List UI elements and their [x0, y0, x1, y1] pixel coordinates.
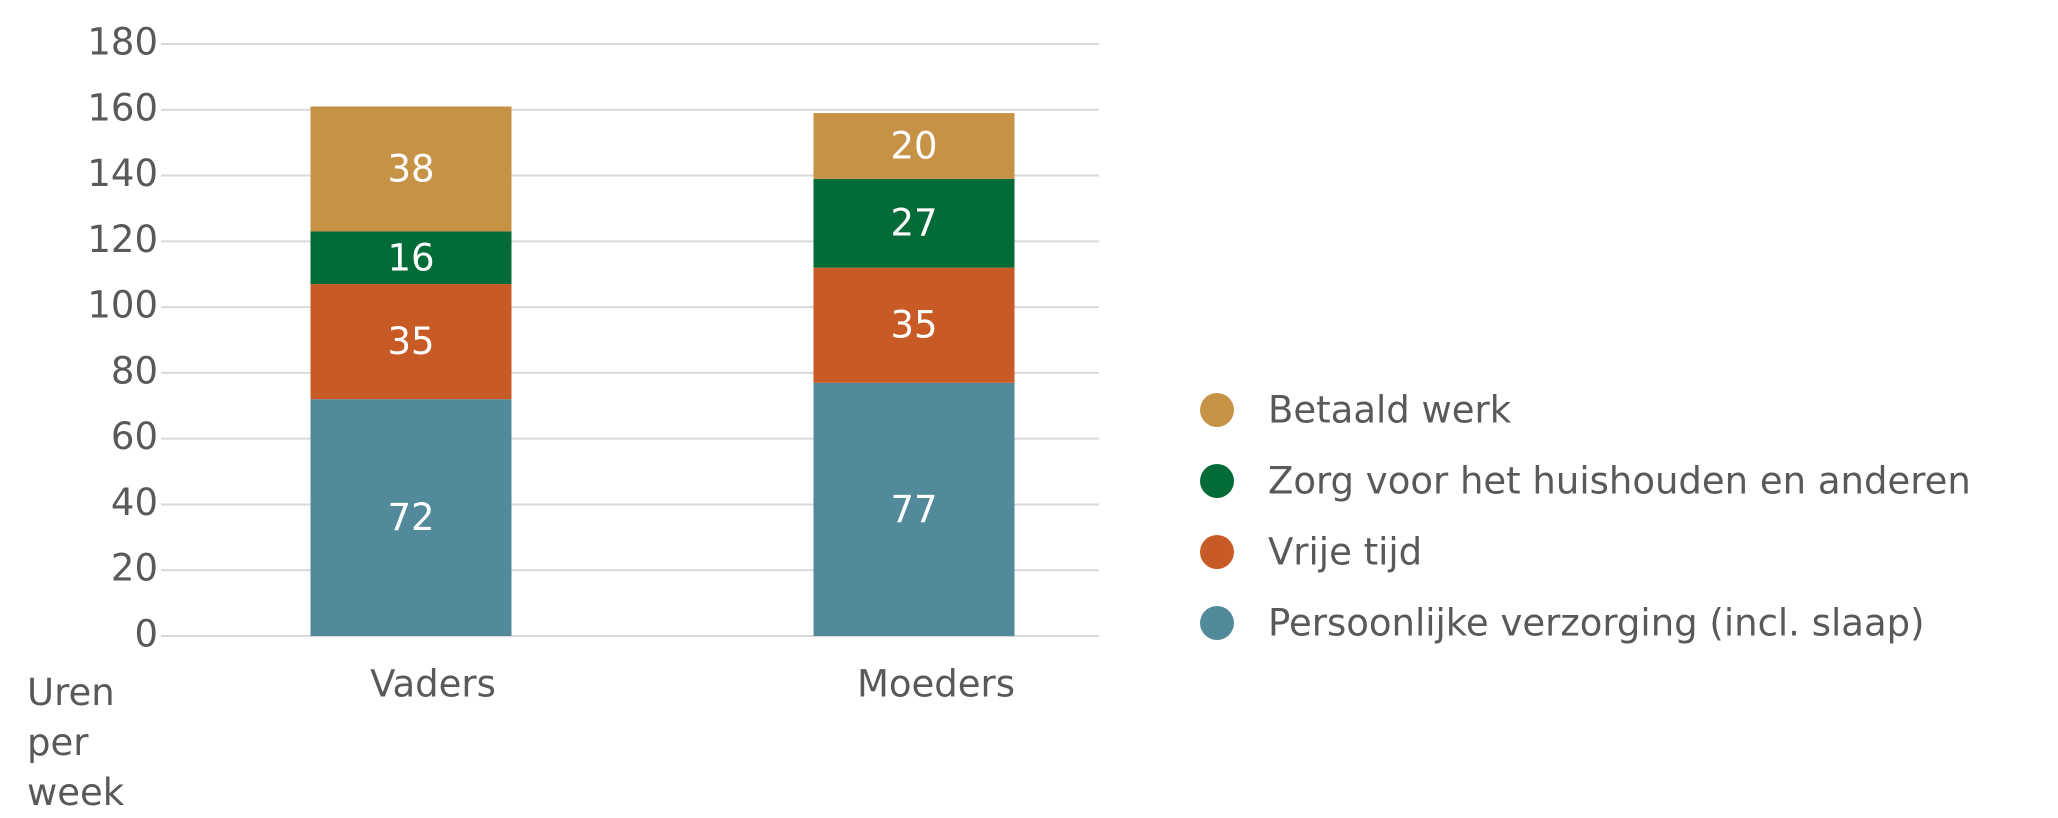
y-tick-label: 40	[111, 481, 158, 524]
legend-label: Zorg voor het huishouden en anderen	[1268, 460, 1971, 503]
legend-label: Persoonlijke verzorging (incl. slaap)	[1268, 602, 1925, 645]
bar-segment	[310, 231, 512, 285]
data-label: 20	[890, 124, 937, 167]
legend-label: Vrije tijd	[1268, 531, 1422, 574]
legend-marker	[1200, 464, 1234, 498]
legend-marker	[1200, 393, 1234, 427]
legend-marker	[1200, 535, 1234, 569]
legend-label: Betaald werk	[1268, 389, 1512, 432]
y-tick-label: 20	[111, 547, 158, 590]
y-tick-label: 120	[87, 218, 158, 261]
y-tick-label: 0	[134, 613, 158, 656]
data-label: 35	[387, 320, 434, 363]
bar-segment	[310, 284, 512, 400]
bar-segment	[813, 267, 1015, 383]
bar-segment	[813, 382, 1015, 636]
y-tick-label: 80	[111, 349, 158, 392]
bar-segment	[813, 113, 1015, 179]
data-label: 27	[890, 202, 937, 245]
bar-segment	[813, 178, 1015, 268]
data-label: 77	[890, 488, 937, 531]
bar-segment	[310, 399, 512, 636]
y-tick-label: 100	[87, 284, 158, 327]
x-tick-label: Vaders	[370, 663, 496, 706]
y-axis-label: Uren per week	[27, 671, 125, 814]
x-tick-label: Moeders	[857, 663, 1015, 706]
data-label: 35	[890, 304, 937, 347]
y-tick-label: 160	[87, 86, 158, 129]
y-tick-label: 60	[111, 415, 158, 458]
legend-marker	[1200, 606, 1234, 640]
bar-segment	[310, 106, 512, 232]
data-label: 72	[387, 496, 434, 539]
y-tick-label: 140	[87, 152, 158, 195]
y-tick-label: 180	[87, 21, 158, 64]
data-label: 16	[387, 236, 434, 279]
data-label: 38	[387, 147, 434, 190]
